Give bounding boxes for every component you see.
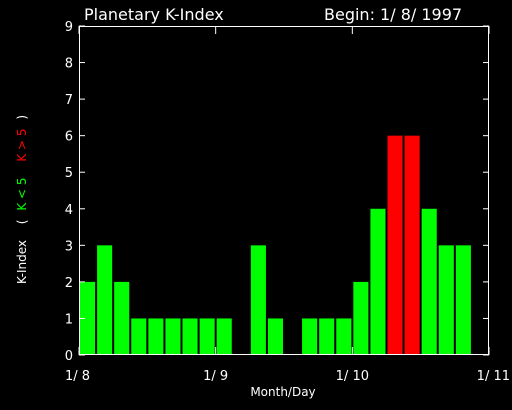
bar: [438, 245, 454, 355]
y-tick-label: 0: [65, 349, 73, 364]
y-axis-label: K-Index ( K < 5 K > 5 ): [15, 115, 29, 284]
plot-frame: [79, 26, 489, 355]
y-tick-label: 4: [65, 203, 73, 218]
bar: [353, 281, 369, 355]
x-tick-label: 1/ 9: [203, 369, 228, 384]
x-axis-label: Month/Day: [250, 385, 315, 399]
bar: [250, 245, 266, 355]
bar: [370, 208, 386, 355]
y-axis-label-high: K > 5: [15, 128, 29, 161]
y-tick-label: 5: [65, 166, 73, 181]
y-tick-label: 7: [65, 93, 73, 108]
bar: [216, 318, 232, 355]
bar: [182, 318, 198, 355]
bar: [302, 318, 318, 355]
bar: [148, 318, 164, 355]
y-tick-label: 1: [65, 312, 73, 327]
y-axis-label-low: K < 5: [15, 177, 29, 210]
bar: [80, 281, 96, 355]
x-tick-label: 1/ 10: [336, 369, 369, 384]
x-tick-label: 1/ 11: [477, 369, 510, 384]
x-tick-label: 1/ 8: [65, 369, 90, 384]
bar: [387, 135, 403, 355]
bar: [267, 318, 283, 355]
y-tick-label: 3: [65, 239, 73, 254]
bar: [455, 245, 471, 355]
chart-title: Planetary K-Index: [84, 5, 224, 24]
bar: [165, 318, 181, 355]
bar: [97, 245, 113, 355]
bar-group: [80, 135, 471, 355]
bar: [199, 318, 215, 355]
y-axis-label-open: (: [15, 220, 29, 225]
bar: [404, 135, 420, 355]
bar: [131, 318, 147, 355]
y-tick-label: 8: [65, 57, 73, 72]
x-axis-ticks: 1/ 8 1/ 9 1/ 10 1/ 11: [65, 26, 510, 384]
y-tick-label: 9: [65, 20, 73, 35]
svg-text:K-Index ( K < 5: K-Index ( K < 5 K > 5 ): [15, 115, 29, 284]
y-tick-label: 2: [65, 276, 73, 291]
y-axis-label-base: K-Index: [15, 240, 29, 284]
bar: [319, 318, 335, 355]
y-axis-label-close: ): [15, 115, 29, 120]
bar: [114, 281, 130, 355]
y-tick-label: 6: [65, 130, 73, 145]
bar: [421, 208, 437, 355]
bar: [336, 318, 352, 355]
begin-date: Begin: 1/ 8/ 1997: [324, 5, 462, 24]
